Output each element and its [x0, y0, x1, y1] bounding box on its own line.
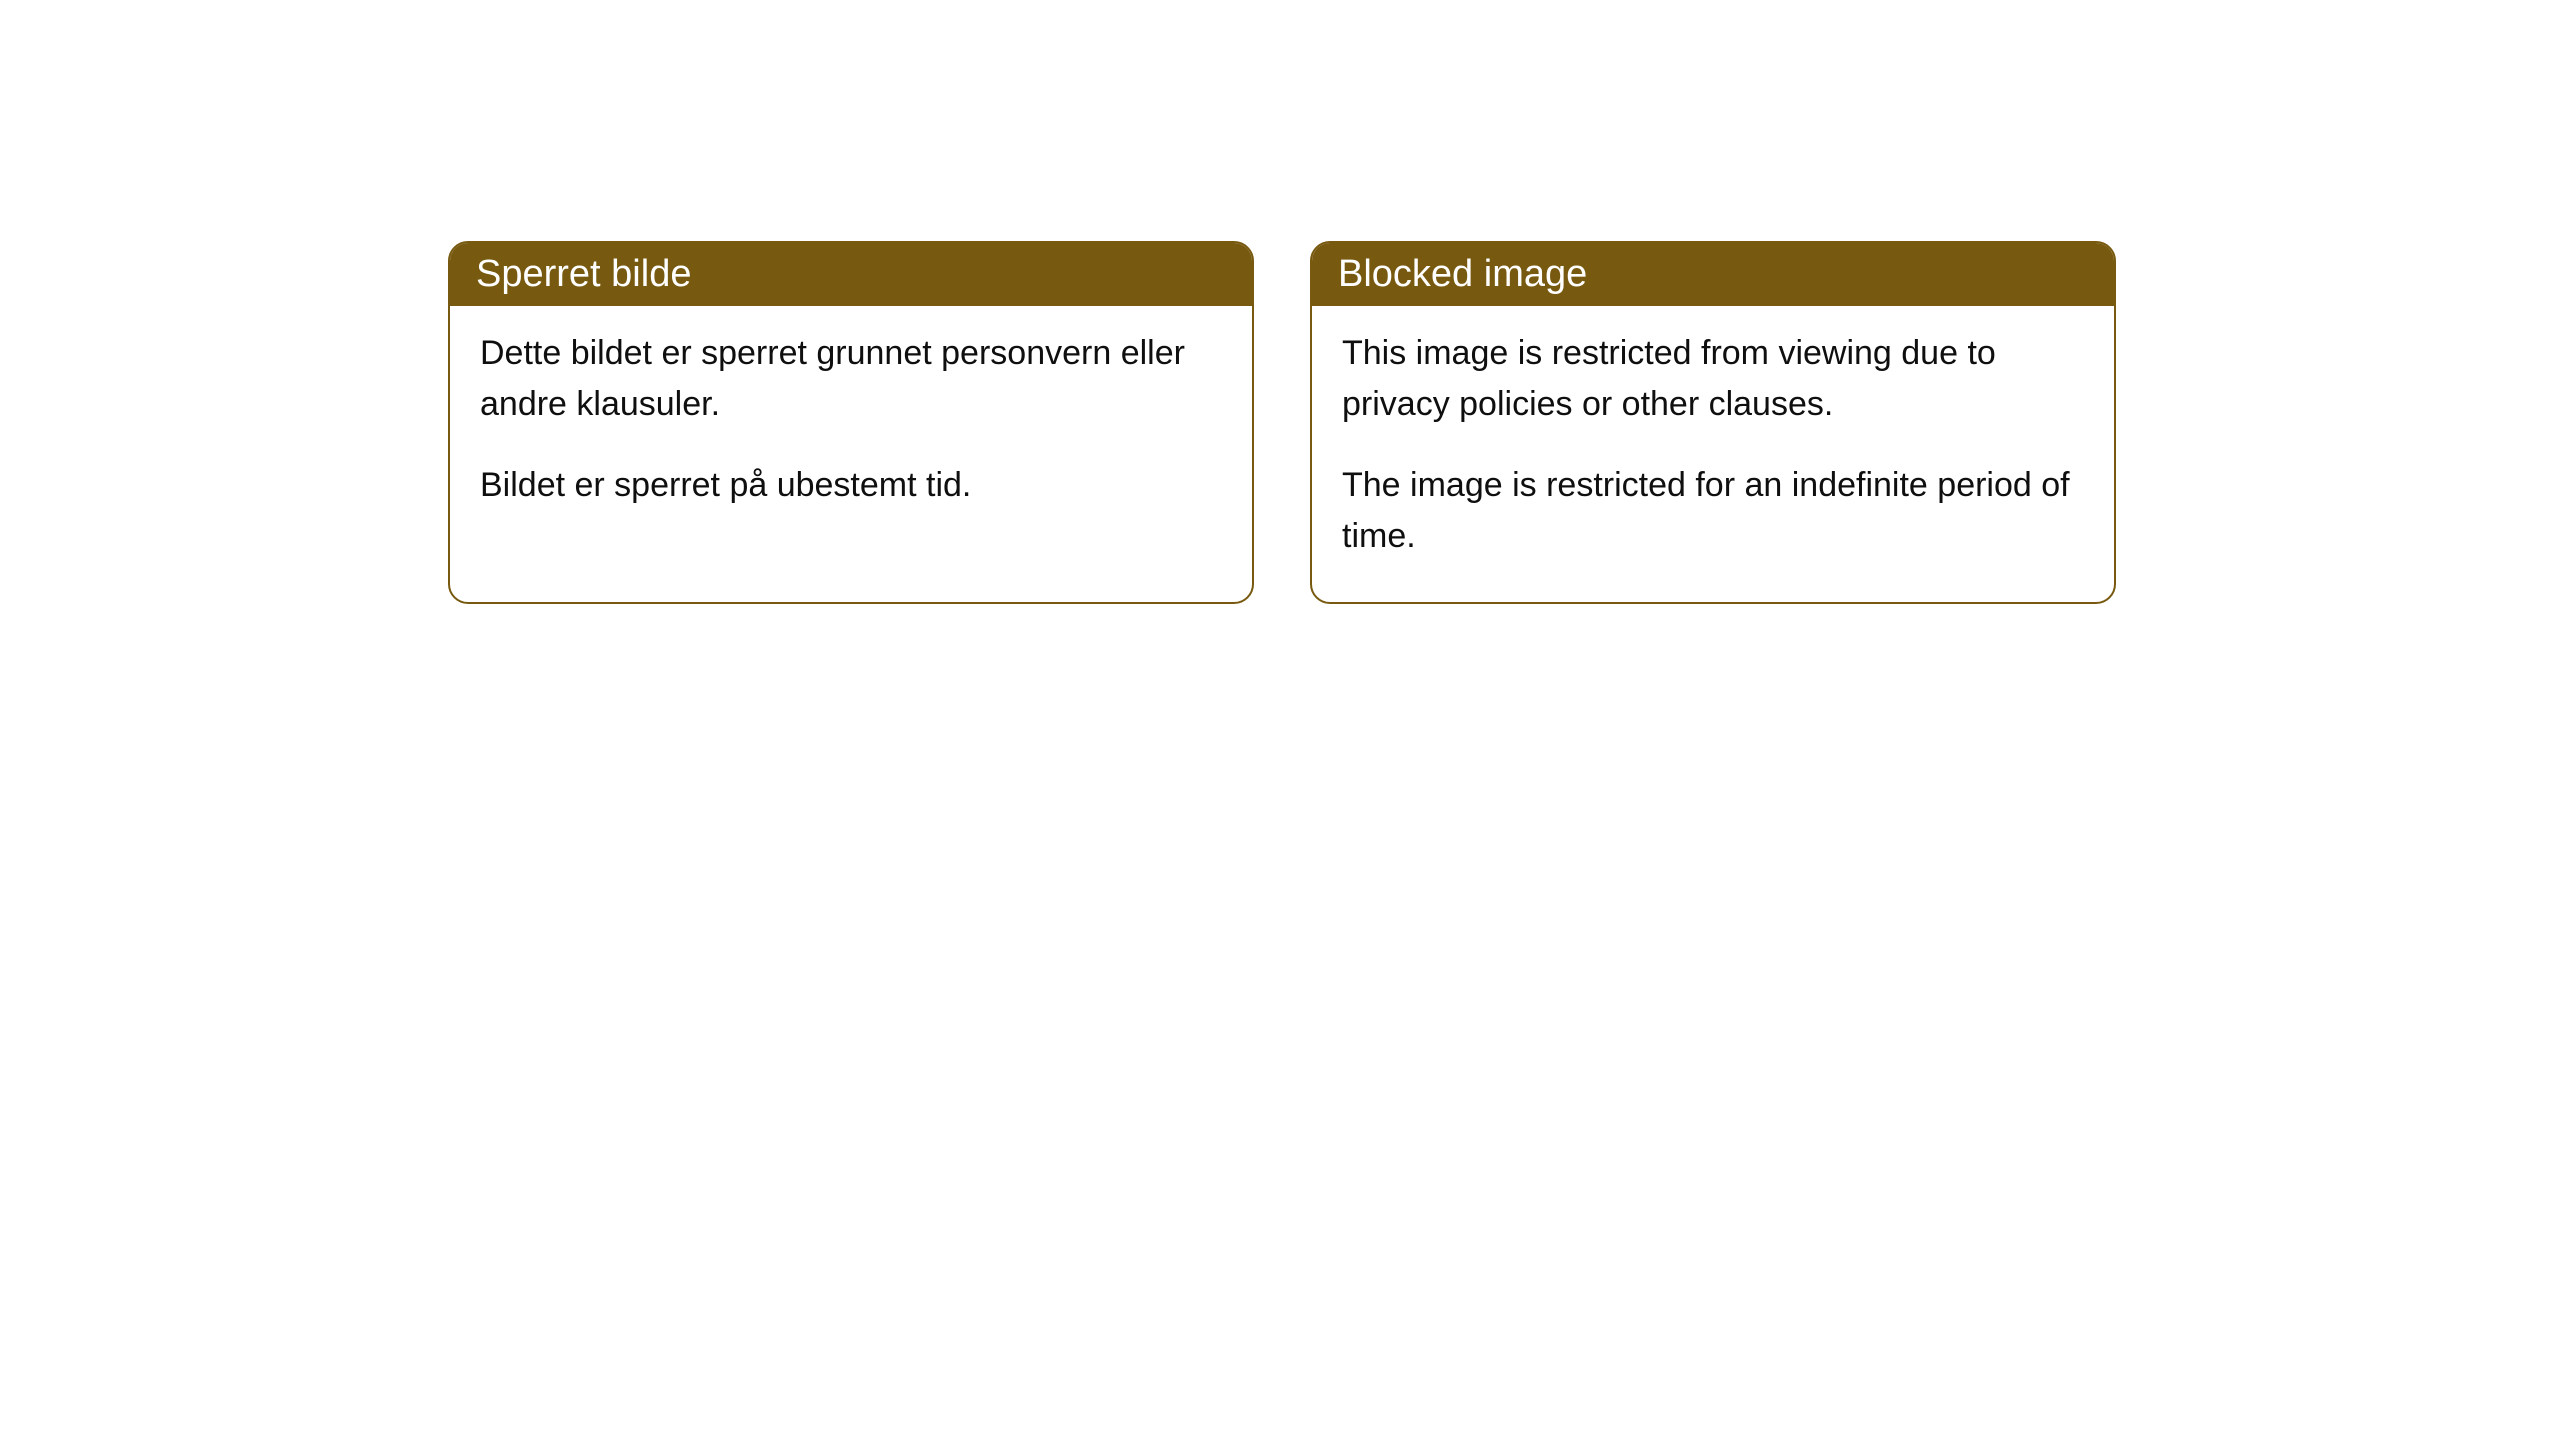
card-body-line-2: The image is restricted for an indefinit…	[1342, 460, 2084, 562]
card-title: Sperret bilde	[476, 253, 691, 295]
card-body-line-1: Dette bildet er sperret grunnet personve…	[480, 328, 1222, 430]
card-title: Blocked image	[1338, 253, 1587, 295]
blocked-image-card-english: Blocked image This image is restricted f…	[1310, 241, 2116, 604]
notice-cards-container: Sperret bilde Dette bildet er sperret gr…	[0, 0, 2560, 604]
card-body: This image is restricted from viewing du…	[1312, 306, 2114, 602]
card-body-line-1: This image is restricted from viewing du…	[1342, 328, 2084, 430]
card-header: Blocked image	[1312, 243, 2114, 306]
card-header: Sperret bilde	[450, 243, 1252, 306]
card-body: Dette bildet er sperret grunnet personve…	[450, 306, 1252, 551]
blocked-image-card-norwegian: Sperret bilde Dette bildet er sperret gr…	[448, 241, 1254, 604]
card-body-line-2: Bildet er sperret på ubestemt tid.	[480, 460, 1222, 511]
